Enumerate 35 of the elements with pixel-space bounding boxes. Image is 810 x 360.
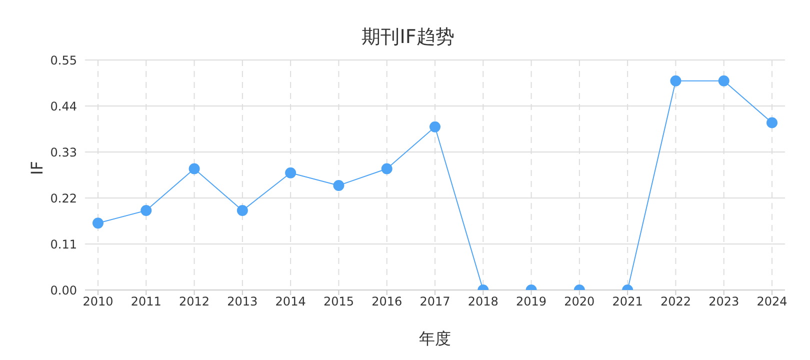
y-tick-label: 0.33: [50, 145, 77, 160]
x-tick-label: 2010: [82, 294, 114, 309]
x-tick-label: 2013: [227, 294, 258, 309]
point: [430, 121, 440, 132]
chart-title: 期刊IF趋势: [360, 25, 456, 50]
y-tick-label: 0.00: [50, 283, 77, 298]
x-tick-label: 2019: [516, 294, 547, 309]
y-axis-title: IF: [28, 161, 47, 175]
x-tick-label: 2022: [660, 294, 691, 309]
x-tick-label: 2012: [179, 294, 210, 309]
x-tick-label: 2016: [372, 294, 402, 309]
point: [140, 205, 152, 216]
x-tick-label: 2021: [612, 294, 643, 309]
point: [188, 163, 200, 174]
x-tick-label: 2023: [708, 294, 740, 309]
x-tick-label: 2018: [468, 294, 498, 309]
x-tick-label: 2015: [323, 294, 354, 309]
x-tick-label: 2014: [275, 294, 306, 309]
x-tick-label: 2017: [420, 294, 450, 309]
y-tick-label: 0.44: [50, 99, 77, 114]
x-tick-label: 2020: [564, 294, 595, 309]
x-tick-label: 2011: [130, 294, 162, 309]
point: [381, 163, 392, 174]
point: [718, 75, 730, 86]
point: [236, 205, 248, 216]
y-tick-label: 0.11: [50, 237, 77, 252]
point: [670, 75, 682, 86]
point: [333, 180, 344, 191]
x-tick-label: 2024: [756, 294, 788, 309]
point: [92, 218, 104, 229]
point: [285, 167, 296, 178]
x-axis-title: 年度: [419, 329, 451, 348]
point: [766, 117, 778, 128]
y-tick-label: 0.55: [50, 53, 77, 68]
y-tick-label: 0.22: [50, 191, 77, 206]
